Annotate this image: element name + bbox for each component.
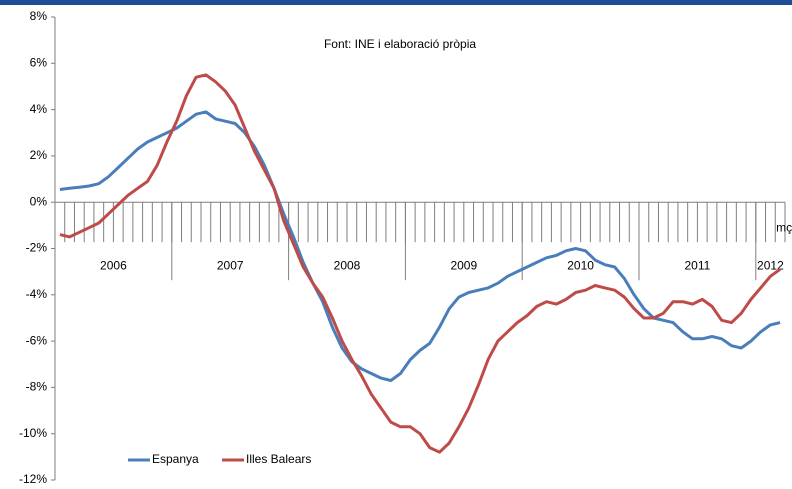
year-label: 2006 xyxy=(100,258,127,272)
legend-label: Espanya xyxy=(152,452,199,466)
y-tick-label: -4% xyxy=(26,287,48,301)
series-line xyxy=(59,110,781,382)
year-label: 2010 xyxy=(567,258,594,272)
y-tick-label: 2% xyxy=(30,148,48,162)
y-tick-label: -8% xyxy=(26,380,48,394)
y-tick-label: -10% xyxy=(19,426,47,440)
y-tick-label: 0% xyxy=(30,194,48,208)
y-tick-label: 6% xyxy=(30,55,48,69)
y-tick-label: 4% xyxy=(30,102,48,116)
y-tick-label: -6% xyxy=(26,333,48,347)
legend-label: Illes Balears xyxy=(246,452,311,466)
y-tick-label: -2% xyxy=(26,241,48,255)
annotation: Font: INE i elaboració pròpia xyxy=(324,37,476,51)
x-tick-label: mç xyxy=(776,220,792,234)
year-label: 2008 xyxy=(334,258,361,272)
y-tick-label: 8% xyxy=(30,9,48,23)
year-label: 2011 xyxy=(684,258,710,272)
series-line xyxy=(59,73,781,454)
top-bar xyxy=(0,0,792,5)
year-label: 2009 xyxy=(450,258,477,272)
year-label: 2007 xyxy=(217,258,244,272)
y-tick-label: -12% xyxy=(19,472,47,486)
year-label: 2012 xyxy=(757,258,784,272)
